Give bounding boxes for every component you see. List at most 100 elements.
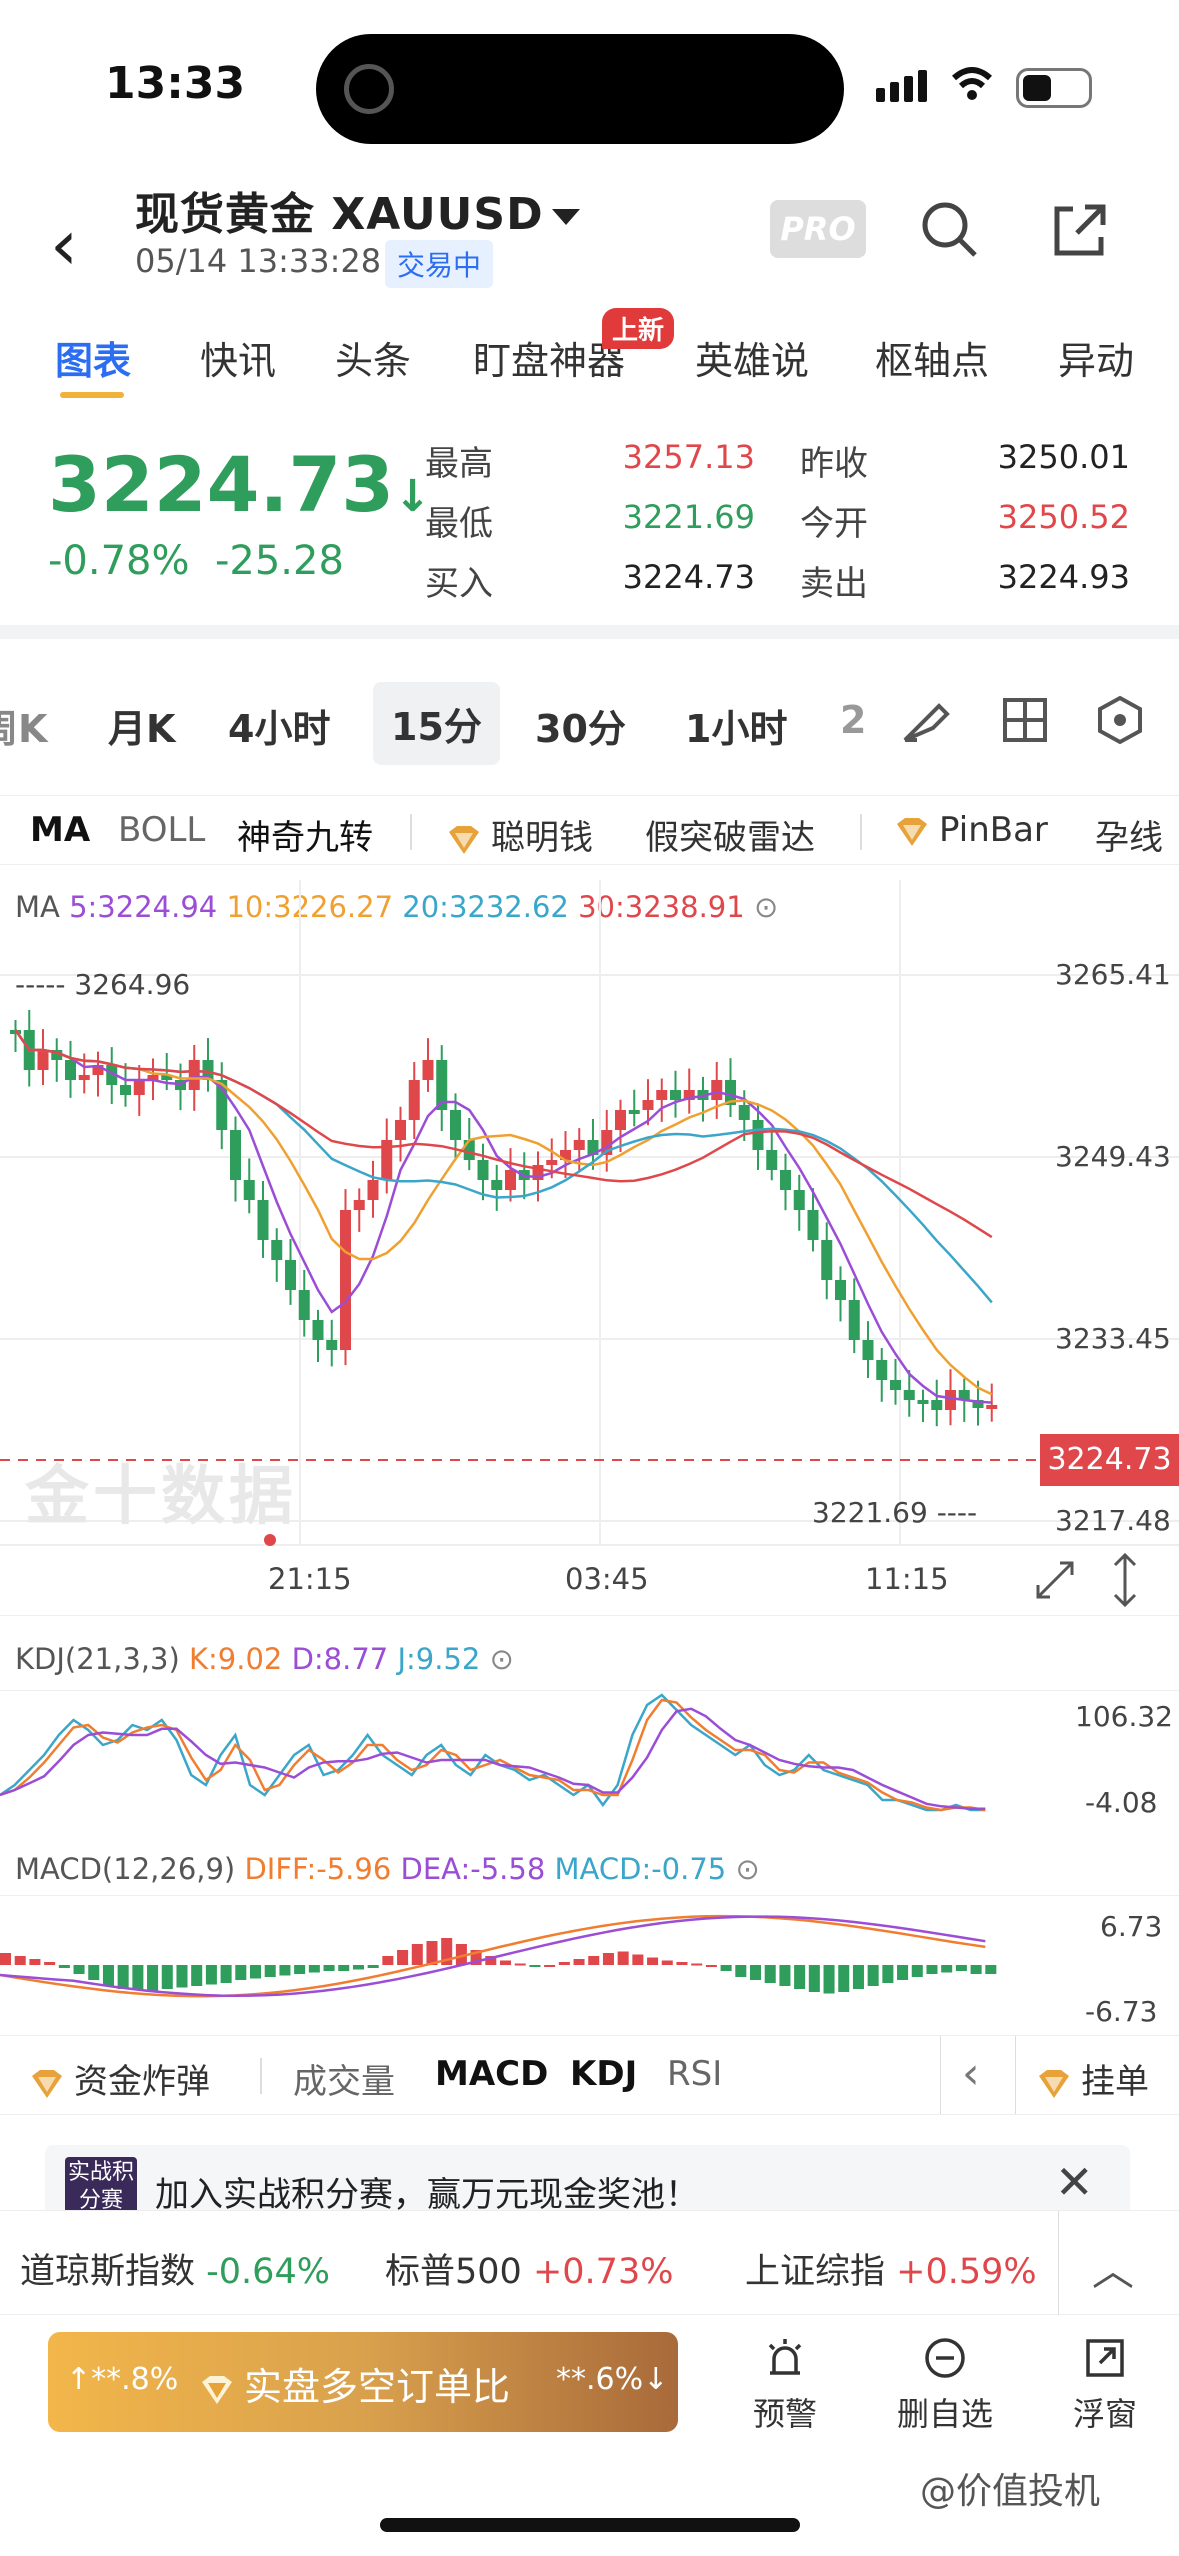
period-4h[interactable]: 4小时 xyxy=(228,707,331,751)
low-label: 最低 xyxy=(425,504,493,544)
float-window-button[interactable]: 浮窗 xyxy=(1040,2335,1170,2435)
macd-diff-line xyxy=(0,1914,986,1998)
y-tick: 3249.43 xyxy=(1055,1140,1171,1173)
candle-body xyxy=(807,1210,819,1240)
period-month[interactable]: 月K xyxy=(108,707,176,751)
quote-panel: 3224.73↓ -0.78% -25.28 最高 最低 买入 3257.13 … xyxy=(0,420,1179,620)
share-icon[interactable] xyxy=(1045,195,1115,265)
candle-body xyxy=(780,1170,791,1190)
long-short-ratio-button[interactable]: ↑**.8% 实盘多空订单比 **.6%↓ xyxy=(48,2332,678,2432)
candle-body xyxy=(65,1060,76,1080)
ind-fund-bomb[interactable]: 资金炸弹 xyxy=(28,2054,210,2103)
period-more[interactable]: 2 xyxy=(840,698,867,742)
close-icon[interactable]: ✕ xyxy=(1055,2155,1094,2209)
tab-heroes[interactable]: 英雄说 xyxy=(695,339,810,383)
index-shanghai[interactable]: 上证综指 +0.59% xyxy=(745,2252,1037,2292)
remove-watchlist-button[interactable]: 删自选 xyxy=(880,2335,1010,2435)
new-badge: 上新 xyxy=(602,308,675,349)
pro-button[interactable]: PRO xyxy=(770,200,866,258)
candle-body xyxy=(903,1390,915,1400)
macd-bar xyxy=(397,1950,409,1965)
diamond-icon xyxy=(897,817,927,846)
ind-harami[interactable]: 孕线 xyxy=(1095,818,1163,858)
promo-text: 加入实战积分赛，赢万元现金奖池！ xyxy=(155,2175,699,2215)
search-icon[interactable] xyxy=(915,195,985,265)
tab-flash[interactable]: 快讯 xyxy=(200,339,277,383)
tab-chart[interactable]: 图表 xyxy=(55,339,132,383)
ind-smart-money[interactable]: 聪明钱 xyxy=(445,810,593,859)
candle-body xyxy=(422,1060,434,1080)
active-tab-indicator xyxy=(60,392,124,398)
macd-bar xyxy=(117,1965,129,1989)
page-title[interactable]: 现货黄金 XAUUSD xyxy=(135,178,580,242)
vertical-scale-icon[interactable] xyxy=(1105,1550,1145,1610)
index-sp500[interactable]: 标普500 +0.73% xyxy=(385,2252,674,2292)
tab-movers[interactable]: 异动 xyxy=(1058,339,1135,383)
ind-kdj[interactable]: KDJ xyxy=(570,2054,638,2094)
macd-bar xyxy=(852,1965,864,1989)
y-tick: 3233.45 xyxy=(1055,1322,1171,1355)
candle-body xyxy=(711,1080,723,1100)
index-ticker[interactable]: 道琼斯指数 -0.64% 标普500 +0.73% 上证综指 +0.59% ︿ xyxy=(0,2210,1179,2315)
ma-line xyxy=(14,1029,993,1396)
chevron-up-icon[interactable]: ︿ xyxy=(1092,2246,1135,2295)
candle-body xyxy=(257,1200,269,1240)
candle-body xyxy=(532,1165,544,1180)
macd-bar xyxy=(29,1959,41,1965)
macd-bar xyxy=(382,1956,394,1965)
candle-body xyxy=(491,1180,503,1190)
ind-boll[interactable]: BOLL xyxy=(118,810,206,850)
ind-macd[interactable]: MACD xyxy=(435,2054,549,2094)
ind-rsi[interactable]: RSI xyxy=(667,2054,723,2094)
candle-body xyxy=(340,1210,351,1350)
candle-body xyxy=(917,1400,929,1404)
candle-body xyxy=(395,1120,406,1140)
macd-bar xyxy=(970,1965,982,1974)
macd-bar xyxy=(264,1965,276,1977)
grid-icon[interactable] xyxy=(995,690,1055,750)
tab-headlines[interactable]: 头条 xyxy=(335,339,412,383)
candlestick-chart[interactable] xyxy=(0,880,1179,1610)
expand-icon[interactable] xyxy=(1030,1555,1080,1605)
header: ‹ 现货黄金 XAUUSD 05/14 13:33:28 交易中 PRO xyxy=(0,170,1179,310)
current-price-tag: 3224.73 xyxy=(1040,1434,1179,1486)
ind-ma[interactable]: MA xyxy=(30,810,91,850)
period-30m[interactable]: 30分 xyxy=(535,707,626,751)
settings-icon[interactable] xyxy=(1090,690,1150,750)
period-1h[interactable]: 1小时 xyxy=(685,707,788,751)
candle-body xyxy=(958,1390,970,1400)
candle-body xyxy=(92,1065,104,1075)
indicator-bar: MA BOLL 神奇九转 聪明钱 假突破雷达 PinBar 孕线 xyxy=(0,795,1179,865)
candle-body xyxy=(78,1075,90,1080)
pending-order-button[interactable]: 挂单 xyxy=(1035,2054,1149,2103)
period-15m[interactable]: 15分 xyxy=(373,682,500,765)
tab-monitor[interactable]: 盯盘神器 xyxy=(473,339,626,383)
macd-bar xyxy=(632,1954,644,1965)
period-week[interactable]: 周K xyxy=(0,707,48,751)
candle-body xyxy=(972,1400,984,1408)
tab-pivot[interactable]: 枢轴点 xyxy=(875,339,990,383)
candle-body xyxy=(367,1180,379,1200)
ind-pinbar[interactable]: PinBar xyxy=(893,810,1048,850)
kdj-legend: KDJ(21,3,3) K:9.02 D:8.77 J:9.52 ⊙ xyxy=(15,1642,514,1676)
tab-bar: 图表 快讯 头条 盯盘神器 英雄说 枢轴点 异动 xyxy=(0,320,1179,410)
candle-body xyxy=(202,1060,214,1080)
draw-tool-icon[interactable] xyxy=(895,690,955,750)
macd-bar xyxy=(235,1965,247,1980)
candle-body xyxy=(436,1060,448,1110)
candle-body xyxy=(835,1280,846,1300)
candle-body xyxy=(670,1090,681,1100)
candle-body xyxy=(628,1110,640,1114)
ind-radar[interactable]: 假突破雷达 xyxy=(645,818,815,858)
macd-bar xyxy=(220,1965,232,1983)
alert-button[interactable]: 预警 xyxy=(720,2335,850,2435)
sell-label: 卖出 xyxy=(800,564,868,604)
index-dow[interactable]: 道琼斯指数 -0.64% xyxy=(20,2252,330,2292)
macd-bar xyxy=(926,1965,938,1974)
ind-nine[interactable]: 神奇九转 xyxy=(237,818,373,858)
high-label: 最高 xyxy=(425,444,493,484)
chevron-left-icon[interactable]: ‹ xyxy=(962,2048,980,2099)
candle-body xyxy=(408,1080,420,1120)
ind-volume[interactable]: 成交量 xyxy=(293,2062,395,2102)
back-icon[interactable]: ‹ xyxy=(50,204,78,286)
